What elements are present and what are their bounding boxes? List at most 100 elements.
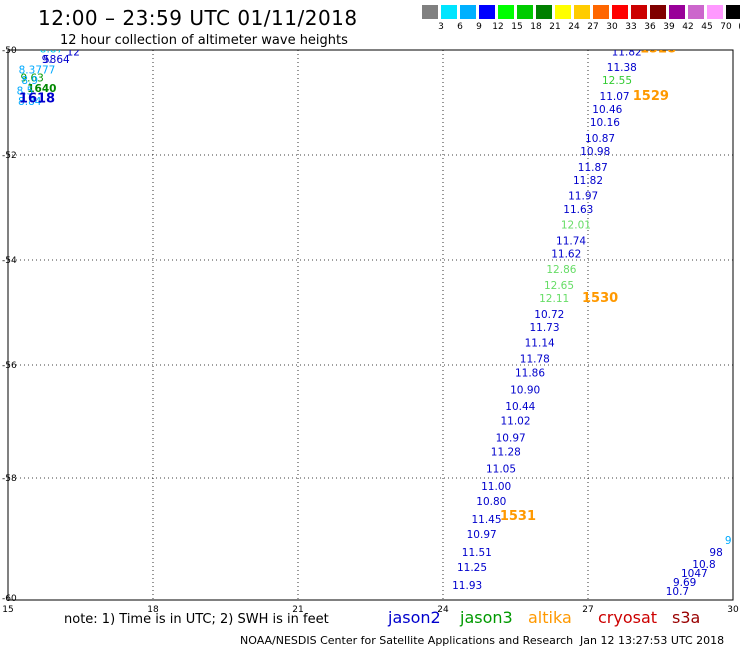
data-point-label: 11.73 (529, 322, 559, 334)
colorbar-label: 33 (625, 22, 637, 32)
data-point-label: 11.05 (486, 463, 516, 475)
data-point-label: 11.74 (556, 235, 586, 247)
data-point-label: 10.98 (580, 146, 610, 158)
data-point-label: 12.11 (539, 293, 569, 305)
colorbar-label: 36 (644, 22, 656, 32)
data-point-label: 10.16 (590, 117, 620, 129)
time-label: 1529 (633, 89, 669, 104)
data-point-label: 11.86 (515, 367, 545, 379)
data-point-label: 9.63 (20, 73, 43, 85)
data-point-label: 11.82 (573, 175, 603, 187)
colorbar-swatch (441, 5, 457, 19)
colorbar-swatch (422, 5, 438, 19)
y-tick-label: -50 (2, 46, 17, 56)
data-point-label: 1047 (681, 568, 708, 580)
colorbar-swatch (707, 5, 723, 19)
data-point-label: 11.28 (491, 446, 521, 458)
colorbar-swatch (688, 5, 704, 19)
colorbar-swatch (536, 5, 552, 19)
data-point-label: 11.14 (525, 338, 555, 350)
data-point-label: 11.78 (520, 353, 550, 365)
colorbar-swatch (593, 5, 609, 19)
x-tick-label: 15 (2, 605, 13, 615)
colorbar-swatch (574, 5, 590, 19)
colorbar-label: 42 (682, 22, 694, 32)
data-point-label: 98 (709, 547, 722, 559)
footer-note: note: 1) Time is in UTC; 2) SWH is in fe… (64, 612, 329, 627)
data-point-label: 8.87 (40, 44, 63, 56)
data-point-label: 12.01 (561, 220, 591, 232)
data-point-label: 12.86 (546, 264, 576, 276)
chart-subtitle: 12 hour collection of altimeter wave hei… (60, 33, 348, 48)
data-point-label: 11.51 (462, 547, 492, 559)
data-point-label: 8.9 (21, 75, 38, 87)
colorbar-label: 6 (457, 22, 463, 32)
colorbar-label: 27 (587, 22, 599, 32)
data-point-label: 10.46 (592, 104, 622, 116)
colorbar-swatch (650, 5, 666, 19)
colorbar-label: 24 (568, 22, 580, 32)
satellite-legend-jason3: jason3 (460, 608, 513, 627)
data-point-label: 8.84 (18, 96, 42, 108)
y-tick-label: -60 (2, 594, 17, 604)
colorbar-swatch (517, 5, 533, 19)
data-point-label: 10.90 (510, 384, 540, 396)
data-point-label: 11.45 (471, 514, 501, 526)
data-point-label: 11.63 (563, 204, 593, 216)
colorbar-swatch (726, 5, 740, 19)
data-point-label: 10.8 (692, 559, 715, 571)
x-tick-label: 30 (727, 605, 739, 615)
data-point-label: 12.65 (544, 280, 574, 292)
data-point-label: 8.3777 (19, 65, 56, 77)
colorbar-label: 70 (720, 22, 732, 32)
data-point-label: 11.62 (551, 248, 581, 260)
plot-frame (7, 49, 734, 601)
colorbar-label: 21 (549, 22, 561, 32)
colorbar-label: 30 (606, 22, 618, 32)
y-tick-label: -56 (2, 361, 17, 371)
satellite-legend-s3a: s3a (672, 608, 701, 627)
colorbar-swatch (479, 5, 495, 19)
colorbar-swatch (612, 5, 628, 19)
data-point-label: 12.55 (602, 75, 632, 87)
data-point-label: 11.00 (481, 481, 511, 493)
data-point-label: 11.02 (500, 415, 530, 427)
y-tick-label: -58 (2, 474, 17, 484)
data-point-label: 10.97 (496, 432, 526, 444)
x-tick-label: 21 (292, 605, 303, 615)
data-point-label: 10.87 (585, 133, 615, 145)
data-point-label: 11.87 (578, 162, 608, 174)
data-point-label: 11.93 (452, 580, 482, 592)
data-point-label: 9.69 (673, 577, 696, 589)
data-point-label: 11.97 (568, 191, 598, 203)
data-point-label: 10.44 (505, 401, 535, 413)
data-point-label: 10.7 (666, 586, 689, 598)
colorbar-label: 9 (476, 22, 482, 32)
colorbar-label: 45 (701, 22, 713, 32)
data-point-label: 10.72 (534, 309, 564, 321)
data-point-label: 11.38 (607, 62, 637, 74)
data-point-label: 12 (67, 46, 80, 58)
chart-title: 12:00 – 23:59 UTC 01/11/2018 (38, 6, 358, 30)
data-point-label: 1640 (27, 83, 56, 95)
timestamp: Jan 12 13:27:53 UTC 2018 (580, 634, 725, 647)
data-point-label: 10.80 (476, 496, 506, 508)
credit-line: NOAA/NESDIS Center for Satellite Applica… (240, 634, 574, 647)
time-label: 1528 (640, 42, 676, 57)
colorbar-label: (ft) (733, 22, 740, 32)
satellite-legend-jason2: jason2 (388, 608, 441, 627)
colorbar-label: 39 (663, 22, 675, 32)
colorbar-swatch (631, 5, 647, 19)
data-point-label: 8.5 (17, 86, 34, 98)
data-point-label: 11.07 (600, 91, 630, 103)
data-point-label: 9 (725, 535, 732, 547)
y-tick-label: -52 (2, 151, 17, 161)
data-point-label: 10.97 (467, 529, 497, 541)
time-label: 1618 (19, 92, 55, 107)
colorbar-label: 18 (530, 22, 542, 32)
y-tick-label: -54 (2, 256, 17, 266)
x-tick-label: 27 (582, 605, 593, 615)
colorbar-swatch (460, 5, 476, 19)
satellite-legend-altika: altika (528, 608, 572, 627)
